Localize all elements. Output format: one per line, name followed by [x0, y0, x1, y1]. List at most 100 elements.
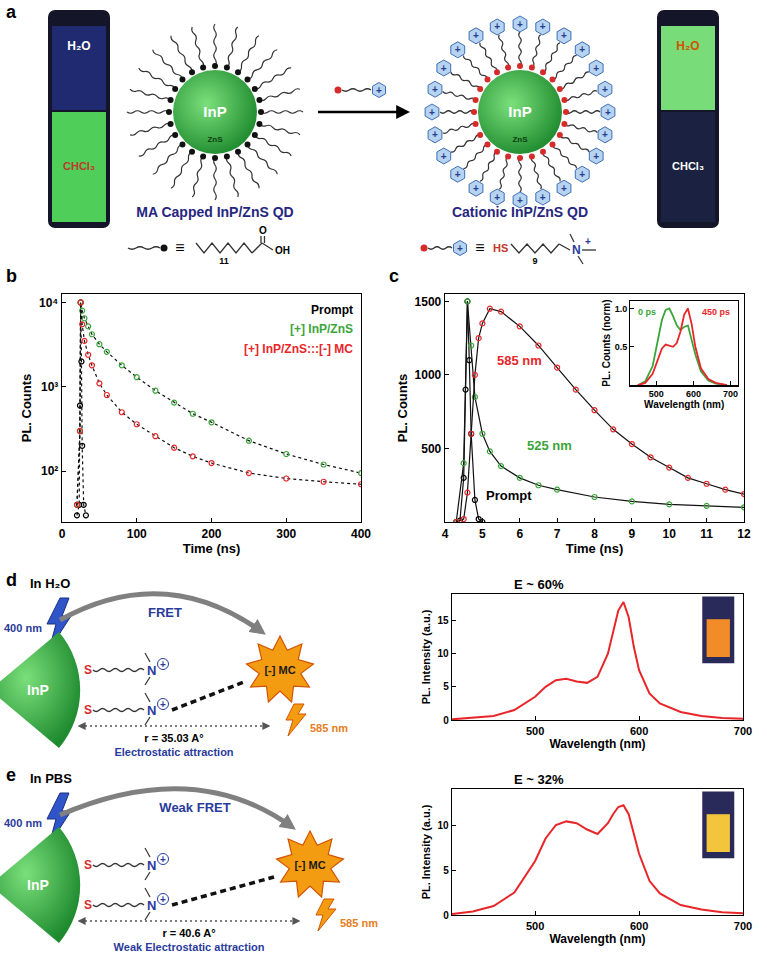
svg-text:+: + [593, 63, 599, 74]
svg-text:11: 11 [219, 256, 229, 266]
svg-text:700: 700 [734, 920, 752, 932]
svg-text:ZnS: ZnS [207, 135, 223, 144]
svg-text:200: 200 [201, 527, 221, 541]
svg-text:+: + [579, 169, 585, 180]
svg-text:1.0: 1.0 [615, 304, 628, 314]
svg-text:11: 11 [700, 527, 713, 541]
svg-text:r = 35.03 A°: r = 35.03 A° [144, 732, 203, 744]
svg-text:CHCl₃: CHCl₃ [672, 160, 704, 172]
svg-text:+: + [455, 169, 461, 180]
svg-text:10: 10 [438, 820, 450, 831]
svg-text:N: N [572, 243, 581, 257]
svg-text:HS: HS [493, 242, 508, 254]
svg-text:PL. Counts: PL. Counts [19, 374, 34, 443]
svg-text:O: O [259, 225, 267, 236]
svg-text:0 ps: 0 ps [638, 307, 656, 317]
svg-text:[-] MC: [-] MC [294, 859, 325, 871]
svg-text:+: + [457, 243, 463, 254]
svg-text:+: + [160, 699, 166, 710]
svg-text:PL. Intensity (a.u.): PL. Intensity (a.u.) [420, 609, 432, 704]
svg-text:Wavelength (nm): Wavelength (nm) [644, 399, 724, 410]
svg-text:PL. Counts (norm): PL. Counts (norm) [601, 299, 612, 386]
svg-text:500: 500 [526, 920, 544, 932]
svg-text:6: 6 [516, 527, 523, 541]
svg-text:In PBS: In PBS [30, 771, 72, 786]
svg-text:[+] InP/ZnS:::[-] MC: [+] InP/ZnS:::[-] MC [244, 342, 353, 356]
svg-text:+: + [494, 192, 500, 203]
svg-text:4: 4 [442, 527, 449, 541]
svg-text:OH: OH [275, 245, 290, 256]
svg-text:≡: ≡ [175, 239, 184, 256]
svg-text:r = 40.6 A°: r = 40.6 A° [162, 927, 215, 939]
svg-text:Weak FRET: Weak FRET [159, 800, 230, 815]
svg-text:+: + [473, 30, 479, 41]
svg-text:+: + [605, 107, 611, 118]
svg-text:CHCl₃: CHCl₃ [63, 160, 95, 172]
svg-text:+: + [429, 107, 435, 118]
svg-text:+: + [455, 44, 461, 55]
svg-text:10: 10 [663, 527, 677, 541]
svg-text:N: N [147, 898, 156, 913]
svg-text:PL. Counts: PL. Counts [395, 374, 410, 443]
svg-text:Prompt: Prompt [486, 488, 532, 503]
svg-text:+: + [602, 129, 608, 140]
svg-text:300: 300 [276, 527, 296, 541]
svg-text:+: + [494, 21, 500, 32]
svg-text:In H₂O: In H₂O [30, 576, 70, 591]
svg-text:400: 400 [351, 527, 371, 541]
svg-text:9: 9 [629, 527, 636, 541]
svg-text:500: 500 [649, 389, 664, 399]
svg-text:9: 9 [532, 256, 537, 266]
svg-text:1500: 1500 [415, 295, 442, 309]
svg-text:600: 600 [630, 725, 648, 737]
svg-text:+: + [432, 84, 438, 95]
svg-text:+: + [602, 84, 608, 95]
svg-text:500: 500 [421, 442, 441, 456]
svg-text:5: 5 [443, 865, 449, 876]
svg-text:Electrostatic attraction: Electrostatic attraction [114, 746, 233, 758]
svg-text:0.5: 0.5 [615, 342, 628, 352]
svg-text:+: + [561, 183, 567, 194]
svg-text:+: + [540, 21, 546, 32]
svg-text:N: N [147, 703, 156, 718]
svg-text:H₂O: H₂O [67, 39, 90, 53]
svg-text:MA Capped InP/ZnS QD: MA Capped InP/ZnS QD [136, 204, 293, 220]
svg-text:600: 600 [630, 920, 648, 932]
svg-text:Cationic InP/ZnS QD: Cationic InP/ZnS QD [452, 204, 588, 220]
svg-text:Prompt: Prompt [311, 303, 353, 317]
svg-text:N: N [147, 858, 156, 873]
svg-text:+: + [579, 44, 585, 55]
svg-text:S: S [84, 858, 92, 872]
svg-text:[-] MC: [-] MC [264, 664, 295, 676]
svg-text:+: + [376, 85, 382, 96]
svg-text:7: 7 [554, 527, 561, 541]
svg-text:600: 600 [686, 389, 701, 399]
svg-text:5: 5 [479, 527, 486, 541]
svg-text:+: + [540, 192, 546, 203]
svg-text:400 nm: 400 nm [4, 817, 42, 829]
svg-text:450 ps: 450 ps [702, 307, 730, 317]
svg-text:0: 0 [59, 527, 66, 541]
svg-text:PL. Intensity (a.u.): PL. Intensity (a.u.) [420, 804, 432, 899]
svg-text:Wavelength (nm): Wavelength (nm) [549, 737, 645, 751]
svg-text:+: + [160, 894, 166, 905]
svg-text:8: 8 [591, 527, 598, 541]
svg-text:525 nm: 525 nm [527, 438, 572, 453]
svg-text:+: + [517, 19, 523, 30]
svg-text:585 nm: 585 nm [340, 917, 378, 929]
svg-text:10: 10 [438, 648, 450, 659]
svg-text:S: S [84, 898, 92, 912]
svg-text:+: + [585, 236, 591, 247]
svg-text:585 nm: 585 nm [310, 722, 348, 734]
svg-text:InP: InP [27, 682, 49, 698]
svg-text:Time (ns): Time (ns) [566, 541, 624, 556]
svg-text:100: 100 [127, 527, 147, 541]
svg-text:E ~ 60%: E ~ 60% [514, 577, 564, 592]
svg-text:15: 15 [438, 615, 450, 626]
svg-text:400 nm: 400 nm [4, 622, 42, 634]
svg-text:0: 0 [443, 910, 449, 921]
svg-text:10³: 10³ [41, 380, 58, 394]
svg-text:10⁴: 10⁴ [39, 296, 58, 310]
svg-text:+: + [473, 183, 479, 194]
svg-text:InP: InP [508, 103, 531, 120]
